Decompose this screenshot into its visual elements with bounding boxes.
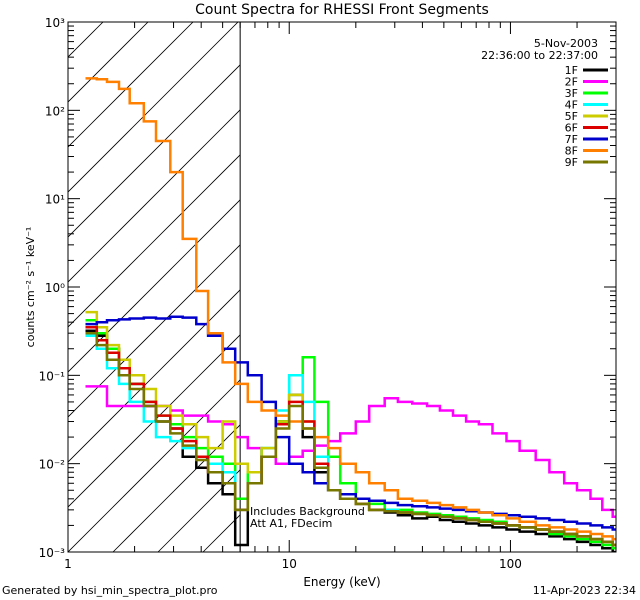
x-tick-label: 10 (282, 557, 297, 571)
series-7F (85, 315, 616, 531)
hatch-line (68, 22, 104, 58)
y-tick-label: 10⁰ (45, 281, 65, 295)
y-tick-label: 10⁻³ (39, 546, 66, 560)
date-label: 5-Nov-2003 (534, 37, 598, 50)
y-tick-label: 10⁻¹ (39, 369, 66, 383)
legend-label-6F: 6F (565, 122, 578, 135)
x-axis: 1 10 100 (64, 22, 617, 571)
legend-label-8F: 8F (565, 145, 578, 158)
x-axis-label: Energy (keV) (303, 575, 380, 589)
hatch-line (68, 379, 241, 552)
hatch-line (68, 334, 241, 508)
y-tick-label: 10¹ (45, 193, 65, 207)
y-axis-label: counts cm⁻² s⁻¹ keV⁻¹ (24, 227, 37, 348)
y-axis: 10⁻³ 10⁻² 10⁻¹ 10⁰ 10¹ 10² 10³ (39, 16, 616, 560)
x-tick-label: 100 (499, 557, 522, 571)
legend-label-2F: 2F (565, 76, 578, 89)
generation-timestamp: 11-Apr-2023 22:34 (533, 584, 636, 597)
series-2F (85, 385, 616, 519)
hatch-line (68, 289, 241, 463)
hatch-line (68, 109, 241, 283)
chart-title: Count Spectra for RHESSI Front Segments (195, 2, 489, 18)
hatch-line (112, 424, 241, 552)
hatch-line (68, 22, 239, 193)
y-tick-label: 10⁻² (39, 458, 66, 472)
legend-label-3F: 3F (565, 87, 578, 100)
series-8F (85, 77, 616, 541)
hatch-line (68, 22, 149, 103)
hatch-line (68, 22, 194, 148)
x-tick-label: 1 (64, 557, 72, 571)
annotation-background: Includes Background (250, 505, 365, 518)
y-tick-label: 10³ (45, 16, 65, 30)
hatch-line (68, 199, 241, 373)
time-range-label: 22:36:00 to 22:37:00 (481, 49, 598, 62)
y-tick-label: 10² (45, 104, 65, 118)
legend-label-4F: 4F (565, 99, 578, 112)
legend-label-1F: 1F (565, 64, 578, 77)
legend-label-7F: 7F (565, 133, 578, 146)
hatch-line (68, 154, 241, 328)
series-9F (85, 331, 616, 547)
hatch-line (68, 244, 241, 418)
legend-label-9F: 9F (565, 156, 578, 169)
legend-label-5F: 5F (565, 110, 578, 123)
annotation-attenuator: Att A1, FDecim (250, 517, 332, 530)
series-group (85, 77, 616, 552)
generated-by-label: Generated by hsi_min_spectra_plot.pro (2, 584, 218, 597)
